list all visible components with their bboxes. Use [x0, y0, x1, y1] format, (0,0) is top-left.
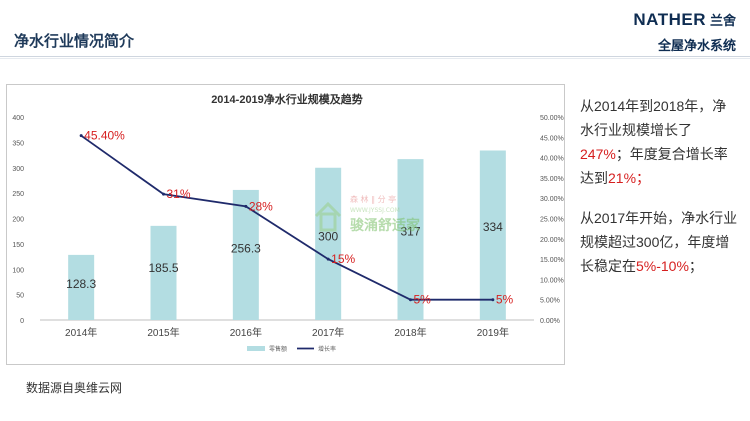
growth-rate-point — [244, 204, 248, 208]
data-source-note: 数据源自奥维云网 — [26, 381, 123, 395]
watermark-house-icon — [314, 201, 342, 232]
bar — [397, 159, 424, 320]
watermark-line1: 森 林 ∥ 分 亭 — [350, 194, 396, 204]
x-tick-label: 2018年 — [394, 326, 426, 339]
y-left-tick-label: 250 — [12, 191, 24, 198]
x-tick-label: 2014年 — [65, 326, 97, 339]
legend-swatch-bar — [247, 346, 265, 351]
y-left-tick-label: 50 — [16, 293, 24, 300]
chart-frame: 2014-2019净水行业规模及趋势 0 50 100 150 200 250 300 350 4… — [6, 84, 565, 365]
logo: NATHER 兰舍 全屋净水系统 — [633, 10, 736, 54]
summary-paragraph-2: 从2017年开始，净水行业规模超过300亿，年度增长稳定在5%-10%； — [580, 206, 740, 278]
y-left-tick-label: 350 — [12, 140, 24, 147]
chart: 2014-2019净水行业规模及趋势 0 50 100 150 200 250 300 350 4… — [12, 92, 564, 353]
page-title: 净水行业情况简介 — [14, 33, 135, 50]
bar — [479, 150, 506, 320]
growth-rate-label: 31% — [167, 187, 191, 201]
y-right-tick-label: 45.00% — [540, 135, 564, 142]
growth-rate-label: 45.40% — [84, 129, 125, 143]
summary-p2-highlight-range: 5%-10% — [636, 258, 689, 274]
bar — [68, 254, 95, 320]
growth-rate-line — [80, 134, 493, 301]
growth-rate-label: 15% — [331, 252, 355, 266]
summary-p1-a: 从2014年到2018年，净水行业规模增长了 — [580, 98, 727, 138]
bar-value-label: 334 — [483, 220, 503, 234]
logo-cn: 兰舍 — [709, 13, 736, 28]
summary-p1-c: ；年度复合增长率达到 — [580, 146, 728, 186]
y-left-tick-label: 0 — [20, 318, 24, 325]
summary-p1-highlight-cagr: 21%； — [608, 170, 651, 186]
growth-rate-label: 5% — [496, 293, 514, 307]
y-right-tick-label: 50.00% — [540, 115, 564, 122]
bar-value-label: 300 — [318, 229, 338, 243]
y-right-tick-label: 25.00% — [540, 217, 564, 224]
y-right-tick-label: 40.00% — [540, 156, 564, 163]
summary-paragraph-1: 从2014年到2018年，净水行业规模增长了 247%；年度复合增长率达到21%； — [580, 94, 740, 190]
y-left-tick-label: 200 — [12, 217, 24, 224]
summary-p2-a: 从2017年开始，净水行业规模超过300亿，年度增长稳定在 — [580, 210, 738, 274]
growth-rate-point — [162, 192, 165, 196]
growth-rate-point — [79, 134, 83, 138]
legend-label-bar: 零售额 — [269, 345, 287, 353]
x-tick-label: 2016年 — [230, 326, 262, 339]
growth-rate-point — [326, 257, 330, 261]
y-right-tick-label: 0.00% — [540, 318, 560, 325]
bar-value-label: 185.5 — [148, 261, 178, 275]
bar — [315, 167, 342, 320]
bar-value-label: 128.3 — [66, 277, 96, 291]
chart-title: 2014-2019净水行业规模及趋势 — [211, 92, 363, 106]
watermark-line2: WWW.JYSSJ.COM — [350, 207, 400, 214]
growth-rate-label: 28% — [249, 199, 273, 213]
y-left-tick-label: 150 — [12, 242, 24, 249]
y-left-tick-label: 300 — [12, 166, 24, 173]
watermark: 森 林 ∥ 分 亭 WWW.JYSSJ.COM 骏涌舒适家 — [314, 194, 421, 234]
logo-brand: NATHER — [633, 10, 706, 29]
bar — [150, 225, 177, 320]
y-right-tick-label: 20.00% — [540, 237, 564, 244]
y-right-tick-label: 35.00% — [540, 176, 564, 183]
x-tick-label: 2015年 — [147, 326, 179, 339]
x-tick-label: 2017年 — [312, 326, 344, 339]
y-right-tick-label: 5.00% — [540, 298, 560, 305]
summary-p1-highlight-growth: 247% — [580, 146, 616, 162]
growth-rate-label: 5% — [414, 293, 432, 307]
y-right-tick-label: 10.00% — [540, 277, 564, 284]
growth-rate-point — [409, 298, 412, 302]
bar-value-label: 256.3 — [231, 241, 261, 255]
growth-rate-point — [491, 298, 495, 302]
logo-subtitle: 全屋净水系统 — [657, 38, 736, 53]
y-right-tick-label: 30.00% — [540, 196, 564, 203]
header-divider — [0, 56, 750, 57]
x-tick-label: 2019年 — [477, 326, 509, 339]
bar-value-label: 317 — [400, 225, 420, 239]
summary-p2-c: ； — [688, 258, 703, 274]
watermark-line3: 骏涌舒适家 — [350, 217, 421, 234]
summary-text: 从2014年到2018年，净水行业规模增长了 247%；年度复合增长率达到21%；… — [580, 94, 740, 294]
legend-label-line: 增长率 — [318, 345, 336, 353]
y-left-tick-label: 400 — [12, 115, 24, 122]
header-divider-secondary — [0, 58, 750, 59]
y-left-tick-label: 100 — [12, 267, 24, 274]
y-right-tick-label: 15.00% — [540, 257, 564, 264]
